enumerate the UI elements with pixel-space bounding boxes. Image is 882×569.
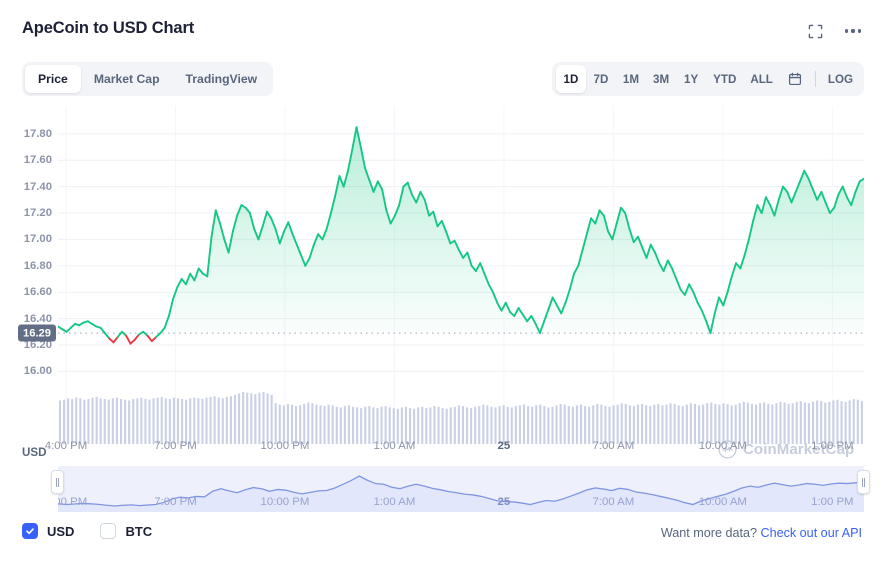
toolbar-divider xyxy=(814,71,816,87)
range-1d[interactable]: 1D xyxy=(555,65,586,93)
api-link[interactable]: Check out our API xyxy=(760,526,862,540)
chart-canvas[interactable] xyxy=(57,106,865,458)
x-axis-labels: 4:00 PM 7:00 PM 10:00 PM 1:00 AM 25 7:00 AM 10… xyxy=(45,440,864,460)
y-tick-label: 16.80 xyxy=(23,259,52,272)
tab-price[interactable]: Price xyxy=(25,65,81,93)
tab-market-cap[interactable]: Market Cap xyxy=(93,72,160,86)
chart-type-tabs: Price Market Cap TradingView xyxy=(22,62,274,96)
y-tick-label: 16.20 xyxy=(23,339,52,351)
currency-toggles: USD BTC xyxy=(22,523,152,539)
x-tick-label: 25 xyxy=(497,496,511,508)
y-tick-label: 17.80 xyxy=(23,127,52,140)
checkbox-btc[interactable] xyxy=(100,523,117,539)
range-1y[interactable]: 1Y xyxy=(684,72,699,86)
y-axis-labels: 17.80 17.60 17.40 17.20 17.00 16.80 16.60 16.40… xyxy=(0,106,58,458)
y-tick-label: 17.60 xyxy=(23,154,52,167)
x-tick-label: 1:00 PM xyxy=(811,496,854,508)
y-tick-label: 16.60 xyxy=(23,286,52,299)
log-scale-button[interactable]: LOG xyxy=(827,72,853,86)
x-tick-label: 7:00 AM xyxy=(592,496,635,508)
x-tick-label: 1:00 PM xyxy=(811,440,854,452)
x-tick-label: 4:00 PM xyxy=(58,496,88,508)
x-tick-label: 10:00 PM xyxy=(260,440,310,452)
chart-toolbar: Price Market Cap TradingView 1D 7D 1M 3M… xyxy=(0,62,882,98)
range-3m[interactable]: 3M xyxy=(653,72,670,86)
checkbox-usd[interactable] xyxy=(22,523,38,539)
x-tick-label: 7:00 PM xyxy=(154,440,197,452)
currency-label-usd: USD xyxy=(47,523,75,539)
check-icon xyxy=(26,528,34,535)
range-ytd[interactable]: YTD xyxy=(713,72,737,86)
more-data-text: Want more data? xyxy=(660,526,757,540)
y-tick-label: 17.40 xyxy=(23,180,52,193)
card-footer: USD BTC Want more data? Check out our AP… xyxy=(0,518,882,558)
y-tick-label: 16.00 xyxy=(23,365,52,378)
x-tick-label: 7:00 PM xyxy=(154,496,197,508)
x-tick-label: 4:00 PM xyxy=(44,440,88,452)
currency-label-btc: BTC xyxy=(125,523,153,539)
chart-navigator[interactable]: 4:00 PM 7:00 PM 10:00 PM 1:00 AM 25 7:00 AM 10… xyxy=(58,466,864,512)
y-tick-label: 17.20 xyxy=(23,207,52,220)
currency-toggle-usd[interactable]: USD xyxy=(22,523,74,539)
current-price-tag: 16.29 xyxy=(18,324,56,342)
navigator-handle-right[interactable] xyxy=(857,470,870,494)
more-data-note: Want more data? Check out our API xyxy=(661,526,862,540)
time-range-selector: 1D 7D 1M 3M 1Y YTD ALL LOG xyxy=(551,62,864,96)
fullscreen-icon[interactable] xyxy=(804,20,826,42)
y-tick-label: 16.40 xyxy=(23,312,52,325)
x-tick-label: 7:00 AM xyxy=(592,440,635,452)
x-tick-label: 10:00 AM xyxy=(698,496,747,508)
range-all[interactable]: ALL xyxy=(750,72,773,86)
calendar-icon[interactable] xyxy=(780,72,810,86)
y-tick-label: 17.00 xyxy=(23,233,52,246)
header-actions xyxy=(804,20,864,42)
range-1m[interactable]: 1M xyxy=(622,72,640,86)
range-7d[interactable]: 7D xyxy=(593,72,609,86)
more-options-icon[interactable] xyxy=(842,20,864,42)
currency-toggle-btc[interactable]: BTC xyxy=(100,523,152,539)
x-tick-label: 10:00 AM xyxy=(698,440,747,452)
x-tick-label: 1:00 AM xyxy=(373,440,416,452)
page-title: ApeCoin to USD Chart xyxy=(22,19,195,37)
y-axis-currency-label: USD xyxy=(22,446,47,459)
x-tick-label: 1:00 AM xyxy=(373,496,416,508)
navigator-x-labels: 4:00 PM 7:00 PM 10:00 PM 1:00 AM 25 7:00 AM 10… xyxy=(58,466,864,512)
x-tick-label: 10:00 PM xyxy=(260,496,310,508)
price-chart: 17.80 17.60 17.40 17.20 17.00 16.80 16.60 16.40… xyxy=(0,106,882,459)
card-header: ApeCoin to USD Chart xyxy=(0,0,882,56)
navigator-handle-left[interactable] xyxy=(51,470,64,494)
x-tick-label: 25 xyxy=(497,440,511,452)
tab-tradingview[interactable]: TradingView xyxy=(185,72,258,86)
